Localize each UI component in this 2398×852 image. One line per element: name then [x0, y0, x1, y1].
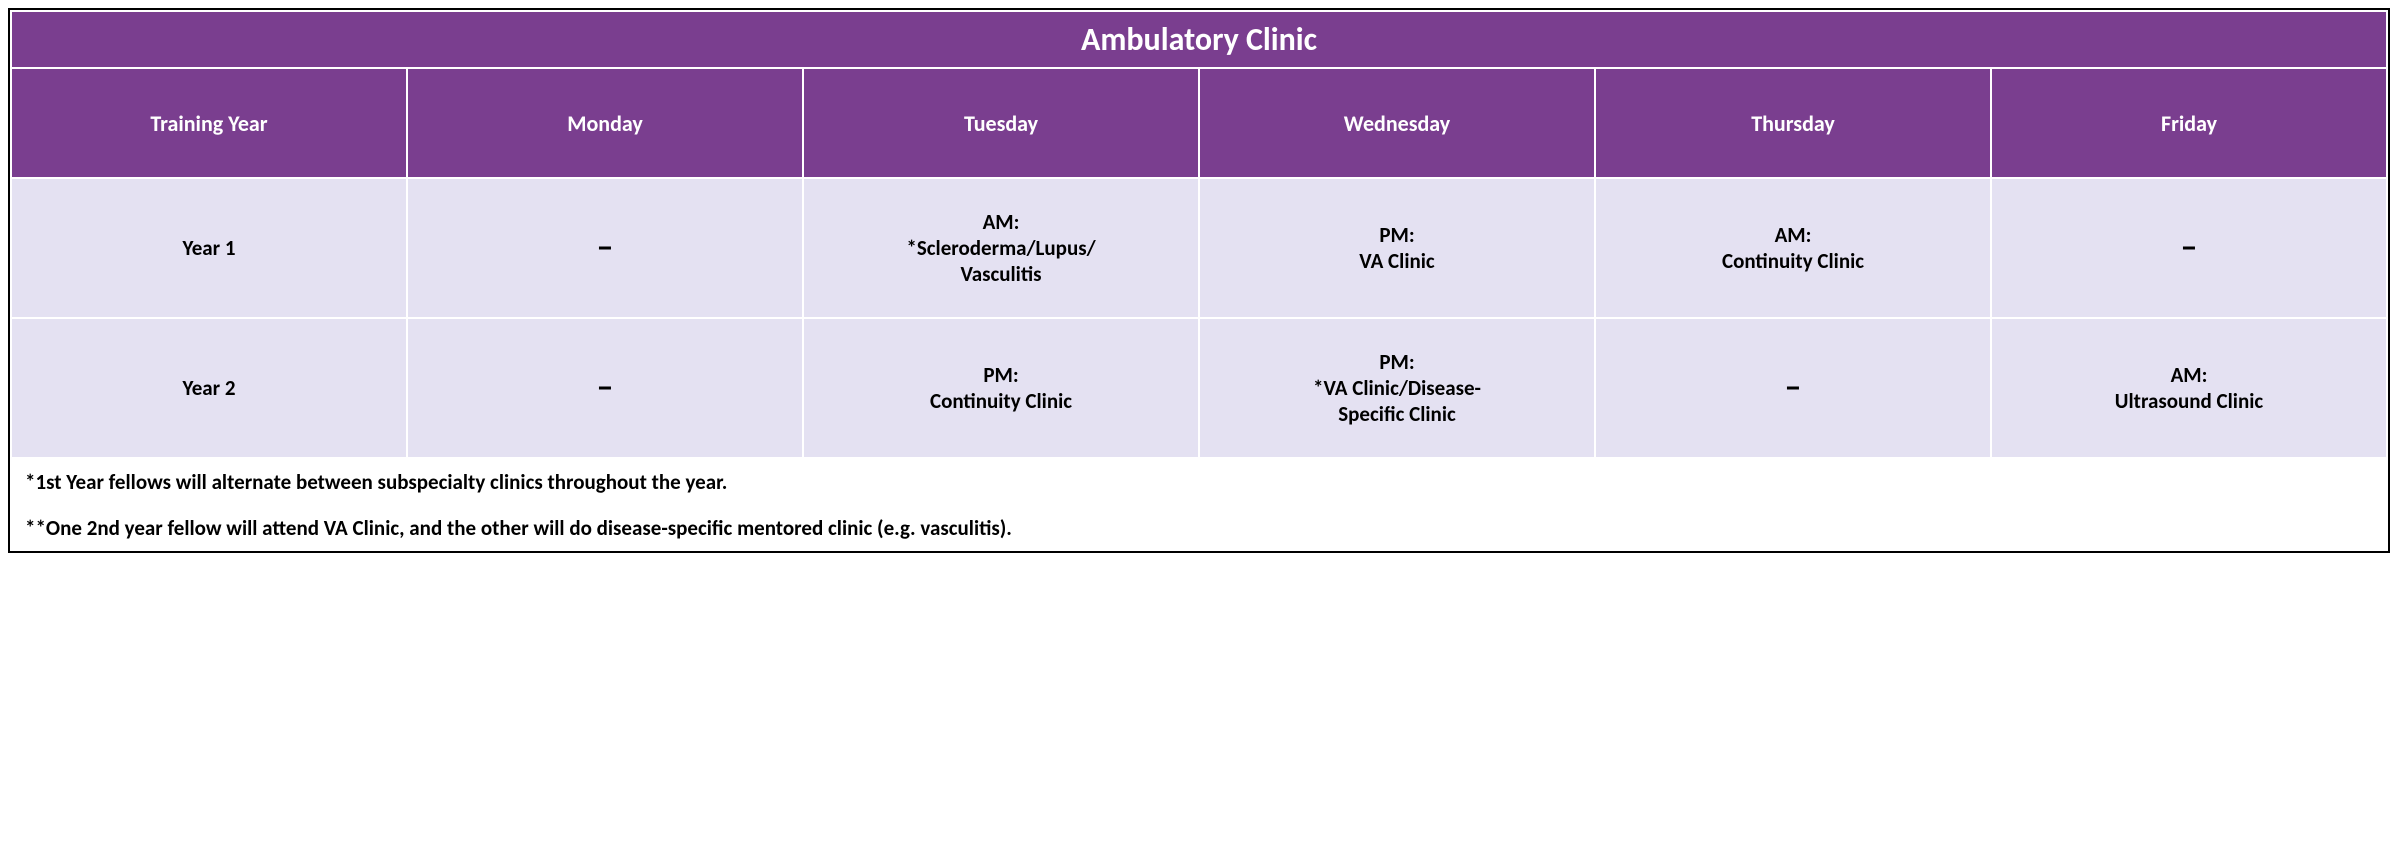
row-label: Year 2	[11, 318, 407, 458]
col-wednesday: Wednesday	[1199, 68, 1595, 178]
col-monday: Monday	[407, 68, 803, 178]
title-row: Ambulatory Clinic	[11, 11, 2387, 68]
footnote-2: **One 2nd year fellow will attend VA Cli…	[11, 505, 2387, 551]
dash-icon: –	[597, 227, 614, 268]
table-row: Year 2 – PM: Continuity Clinic PM: *VA C…	[11, 318, 2387, 458]
cell-tuesday: AM: *Scleroderma/Lupus/ Vasculitis	[803, 178, 1199, 318]
cell-wednesday: PM: VA Clinic	[1199, 178, 1595, 318]
header-row: Training Year Monday Tuesday Wednesday T…	[11, 68, 2387, 178]
schedule-table: Ambulatory Clinic Training Year Monday T…	[10, 10, 2388, 551]
cell-friday: –	[1991, 178, 2387, 318]
footnote-1: *1st Year fellows will alternate between…	[11, 458, 2387, 505]
cell-monday: –	[407, 178, 803, 318]
cell-wednesday: PM: *VA Clinic/Disease- Specific Clinic	[1199, 318, 1595, 458]
col-training-year: Training Year	[11, 68, 407, 178]
dash-icon: –	[597, 367, 614, 408]
dash-icon: –	[1785, 367, 1802, 408]
footnote-row: *1st Year fellows will alternate between…	[11, 458, 2387, 505]
table-title: Ambulatory Clinic	[11, 11, 2387, 68]
footnote-row: **One 2nd year fellow will attend VA Cli…	[11, 505, 2387, 551]
col-friday: Friday	[1991, 68, 2387, 178]
cell-thursday: –	[1595, 318, 1991, 458]
row-label: Year 1	[11, 178, 407, 318]
dash-icon: –	[2181, 227, 2198, 268]
col-thursday: Thursday	[1595, 68, 1991, 178]
cell-thursday: AM: Continuity Clinic	[1595, 178, 1991, 318]
table-row: Year 1 – AM: *Scleroderma/Lupus/ Vasculi…	[11, 178, 2387, 318]
col-tuesday: Tuesday	[803, 68, 1199, 178]
cell-tuesday: PM: Continuity Clinic	[803, 318, 1199, 458]
cell-friday: AM: Ultrasound Clinic	[1991, 318, 2387, 458]
cell-monday: –	[407, 318, 803, 458]
schedule-table-container: Ambulatory Clinic Training Year Monday T…	[8, 8, 2390, 553]
